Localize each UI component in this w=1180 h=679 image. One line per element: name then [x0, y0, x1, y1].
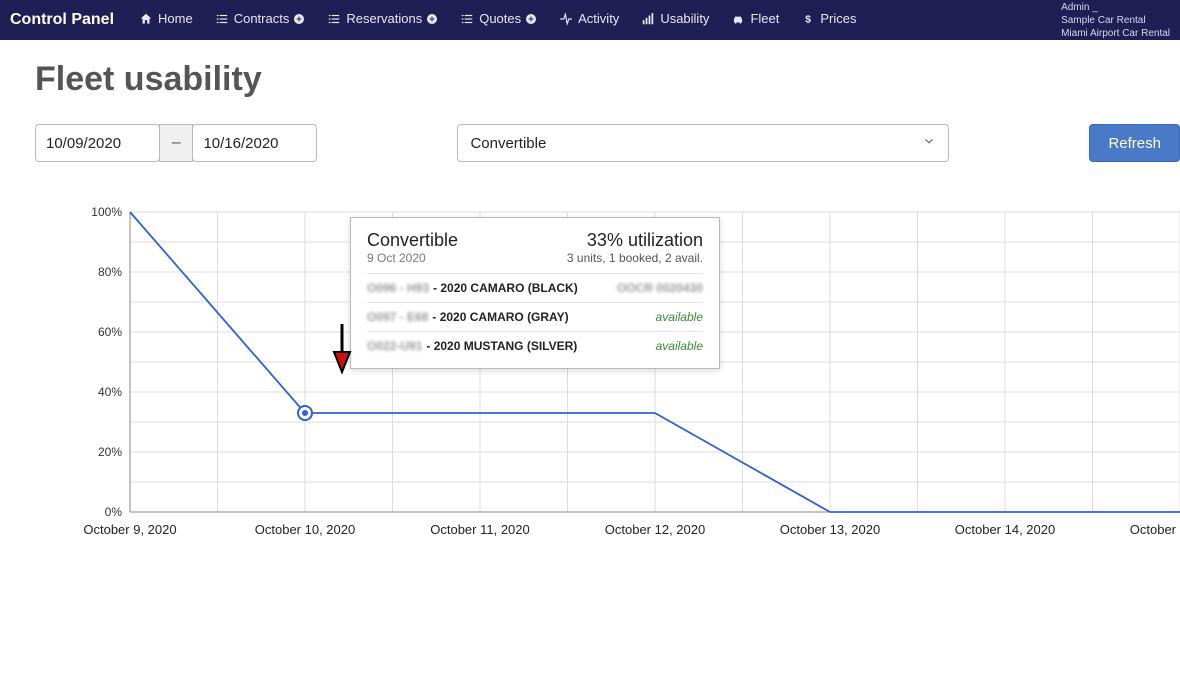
plate: O096 - H93	[367, 281, 429, 295]
svg-text:October 13, 2020: October 13, 2020	[780, 522, 880, 537]
plus-icon	[426, 13, 438, 25]
tooltip-title: Convertible	[367, 230, 458, 251]
list-icon	[327, 12, 341, 26]
plate: O097 - E68	[367, 310, 428, 324]
nav-prices[interactable]: $Prices	[801, 11, 856, 26]
svg-text:100%: 100%	[91, 205, 122, 219]
svg-text:October 9, 2020: October 9, 2020	[83, 522, 176, 537]
tooltip-row: O022-U91 - 2020 MUSTANG (SILVER)availabl…	[367, 331, 703, 360]
vehicle: - 2020 MUSTANG (SILVER)	[426, 339, 655, 353]
tooltip-summary: 3 units, 1 booked, 2 avail.	[567, 251, 703, 265]
plate: O022-U91	[367, 339, 422, 353]
svg-text:October 15, 2020: October 15, 2020	[1130, 522, 1180, 537]
date-to-input[interactable]	[192, 124, 317, 162]
chevron-down-icon	[922, 134, 936, 152]
nav-contracts[interactable]: Contracts	[215, 11, 306, 26]
category-value: Convertible	[470, 135, 546, 152]
dollar-icon: $	[801, 12, 815, 26]
svg-text:60%: 60%	[98, 325, 122, 339]
tooltip-utilization: 33% utilization	[567, 230, 703, 251]
tooltip-row: O096 - H93 - 2020 CAMARO (BLACK)OOCR 002…	[367, 273, 703, 302]
filter-bar: – Convertible Refresh	[35, 124, 1180, 162]
user-org: Sample Car Rental	[1061, 14, 1170, 27]
nav-fleet[interactable]: Fleet	[731, 11, 779, 26]
home-icon	[139, 12, 153, 26]
nav-usability[interactable]: Usability	[641, 11, 709, 26]
brand[interactable]: Control Panel	[10, 11, 114, 29]
svg-text:20%: 20%	[98, 445, 122, 459]
nav-reservations[interactable]: Reservations	[327, 11, 438, 26]
page-title: Fleet usability	[35, 60, 1180, 99]
user-name: Admin _	[1061, 1, 1170, 14]
date-from-input[interactable]	[35, 124, 160, 162]
svg-text:October 14, 2020: October 14, 2020	[955, 522, 1055, 537]
nav-quotes[interactable]: Quotes	[460, 11, 537, 26]
status: available	[656, 339, 703, 353]
svg-text:40%: 40%	[98, 385, 122, 399]
car-icon	[731, 12, 745, 26]
bars-icon	[641, 12, 655, 26]
status: OOCR 0020430	[617, 281, 703, 295]
nav-activity[interactable]: Activity	[559, 11, 619, 26]
svg-text:0%: 0%	[105, 505, 123, 519]
chart-tooltip: Convertible 9 Oct 2020 33% utilization 3…	[350, 217, 720, 369]
svg-text:80%: 80%	[98, 265, 122, 279]
tooltip-row: O097 - E68 - 2020 CAMARO (GRAY)available	[367, 302, 703, 331]
nav-home[interactable]: Home	[139, 11, 193, 26]
svg-text:October 10, 2020: October 10, 2020	[255, 522, 355, 537]
activity-icon	[559, 12, 573, 26]
user-loc: Miami Airport Car Rental	[1061, 27, 1170, 40]
plus-icon	[293, 13, 305, 25]
tooltip-date: 9 Oct 2020	[367, 251, 458, 265]
plus-icon	[525, 13, 537, 25]
svg-text:$: $	[805, 13, 811, 25]
date-separator: –	[159, 124, 193, 162]
list-icon	[215, 12, 229, 26]
navbar: Control Panel Home Contracts Reservations Q…	[0, 0, 1180, 40]
vehicle: - 2020 CAMARO (GRAY)	[432, 310, 655, 324]
user-box[interactable]: Admin _ Sample Car Rental Miami Airport …	[1061, 1, 1170, 40]
status: available	[656, 310, 703, 324]
list-icon	[460, 12, 474, 26]
svg-text:October 12, 2020: October 12, 2020	[605, 522, 705, 537]
refresh-button[interactable]: Refresh	[1089, 124, 1180, 162]
chart-container: 0% 20% 40% 60% 80% 100% October 9, 2020 October…	[60, 202, 1180, 572]
category-select[interactable]: Convertible	[457, 124, 949, 162]
vehicle: - 2020 CAMARO (BLACK)	[433, 281, 617, 295]
svg-text:October 11, 2020: October 11, 2020	[430, 522, 530, 537]
